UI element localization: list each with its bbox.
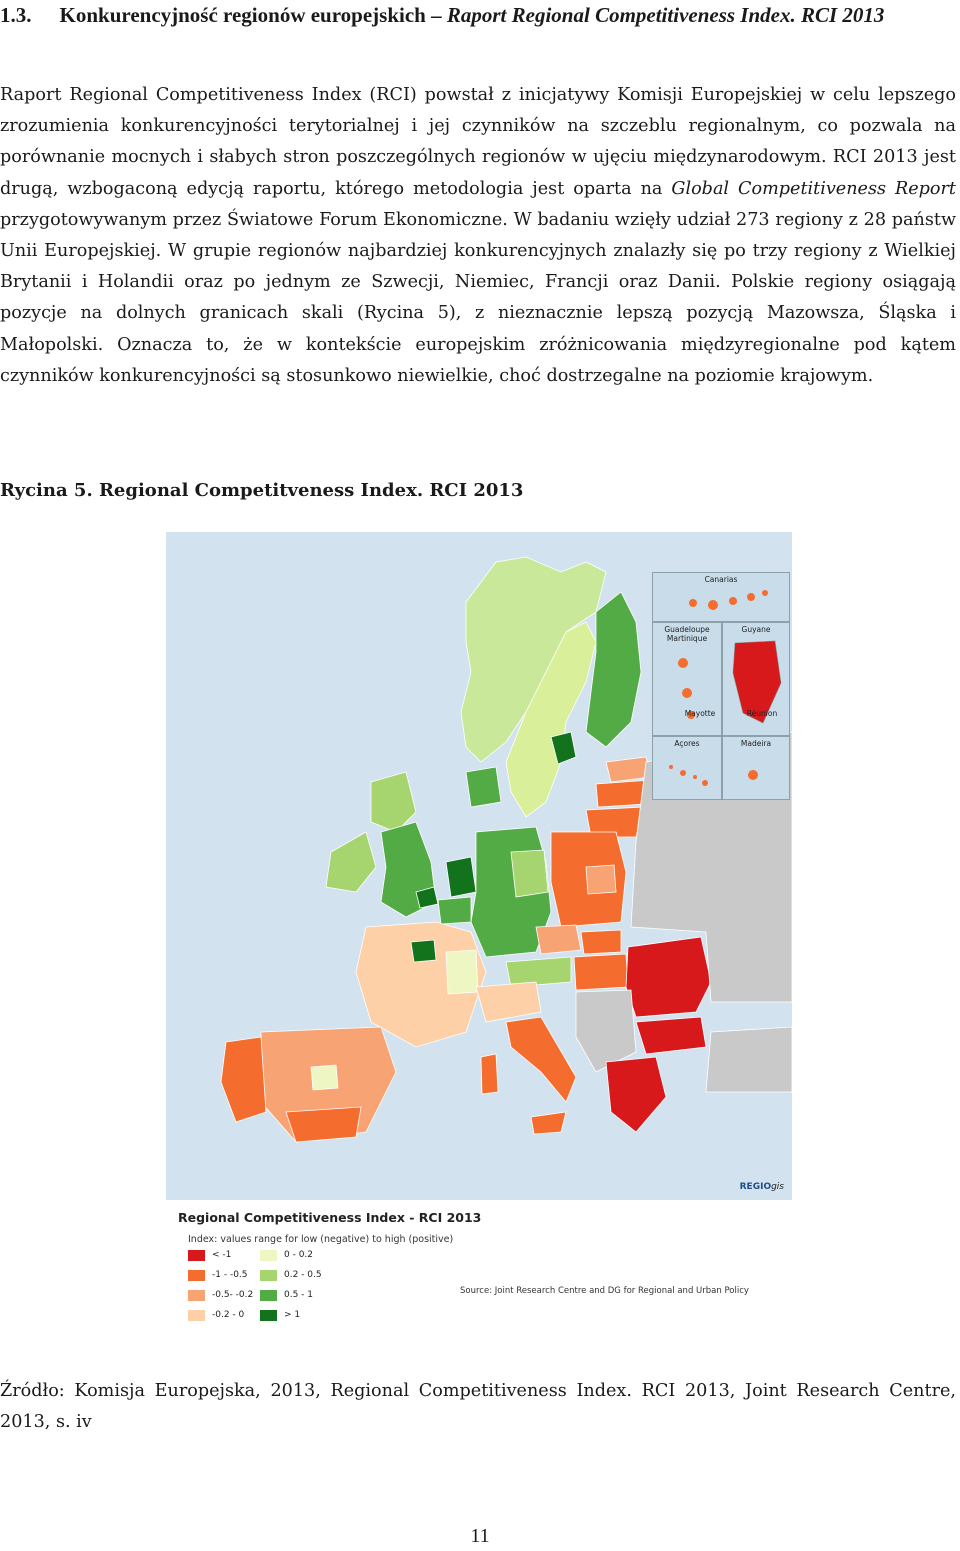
legend-swatch [188,1250,205,1261]
inset-guyane: Guyane Mayotte Réunion [685,622,790,736]
inset-label-mayotte: Mayotte [684,709,716,718]
region-belgium [437,896,472,925]
region-france-east [445,949,479,995]
inset-canarias: Canarias [652,572,790,622]
acores-islands [669,765,708,786]
legend-swatch [188,1310,205,1321]
inset-guadeloupe-martinique: Guadeloupe Martinique [652,622,722,736]
legend-source: Source: Joint Research Centre and DG for… [460,1286,749,1296]
legend-swatch [260,1310,277,1321]
region-sicily [530,1111,567,1135]
region-hungary [573,953,629,991]
inset-label-canarias: Canarias [704,575,738,584]
section-title: Konkurencyjność regionów europejskich – [59,3,447,27]
region-bulgaria [635,1016,707,1055]
paragraph-text-1: Raport Regional Competitiveness Index (R… [0,85,956,199]
region-italy-north [475,981,542,1023]
region-romania [625,936,712,1018]
page-number: 11 [470,1525,490,1547]
region-sardinia [480,1053,499,1095]
madeira-islands [748,770,758,780]
legend-swatch [260,1270,277,1281]
region-slovakia [580,929,622,955]
legend-subtitle: Index: values range for low (negative) t… [188,1234,454,1245]
region-denmark [465,766,502,808]
legend-swatch [188,1290,205,1301]
source-caption: Źródło: Komisja Europejska, 2013, Region… [0,1381,956,1432]
inset-label-reunion: Réunion [746,709,778,718]
region-madrid [310,1064,339,1091]
regio-brand: REGIO [739,1182,772,1192]
body-paragraph: Raport Regional Competitiveness Index (R… [0,80,956,392]
region-ireland [325,831,377,893]
legend-swatch [260,1250,277,1261]
guadeloupe-martinique-islands [678,658,695,719]
paragraph-text-2: przygotowywanym przez Światowe Forum Eko… [0,209,956,386]
region-italy-south [505,1016,577,1103]
paragraph-italic: Global Competitiveness Report [671,178,957,199]
region-london [415,886,439,909]
section-title-italic: Raport Regional Competitiveness Index. R… [446,3,885,27]
region-scotland [370,771,417,833]
region-sweden [505,621,597,818]
inset-label-acores: Açores [674,739,700,748]
region-mazowsze [585,864,617,895]
inset-label-madeira: Madeira [740,739,772,748]
map-legend: Regional Competitiveness Index - RCI 201… [166,1200,792,1350]
region-czechia [535,924,582,955]
legend-swatch [188,1270,205,1281]
region-greece [605,1056,667,1133]
region-turkey [705,1026,792,1093]
regio-suffix: gis [771,1182,784,1192]
inset-label-martinique: Martinique [666,634,708,643]
inset-madeira: Madeira [722,736,790,800]
regiogis-logo: REGIOgis [740,1182,784,1192]
section-number: 1.3. [0,3,32,27]
region-netherlands [445,856,477,898]
inset-acores: Açores [652,736,722,800]
region-stockholm [550,731,577,765]
europe-map: Canarias Guadeloupe Martinique Guyane Ma… [166,532,792,1201]
guyane-shape [732,640,782,724]
legend-title: Regional Competitiveness Index - RCI 201… [178,1210,482,1225]
region-austria [505,956,572,988]
region-portugal [220,1036,267,1123]
figure: Canarias Guadeloupe Martinique Guyane Ma… [166,532,792,1350]
region-finland [585,591,642,748]
canarias-islands [689,590,768,610]
region-germany-east [510,849,549,898]
region-andalucia [285,1106,362,1143]
figure-caption: Rycina 5. Regional Competitveness Index.… [0,480,524,501]
inset-label-guadeloupe: Guadeloupe [664,625,710,634]
inset-label-guyane: Guyane [741,625,771,634]
region-lithuania [585,806,645,838]
legend-swatch [260,1290,277,1301]
region-paris [410,939,437,963]
section-heading: 1.3. Konkurencyjność regionów europejskic… [0,0,960,31]
